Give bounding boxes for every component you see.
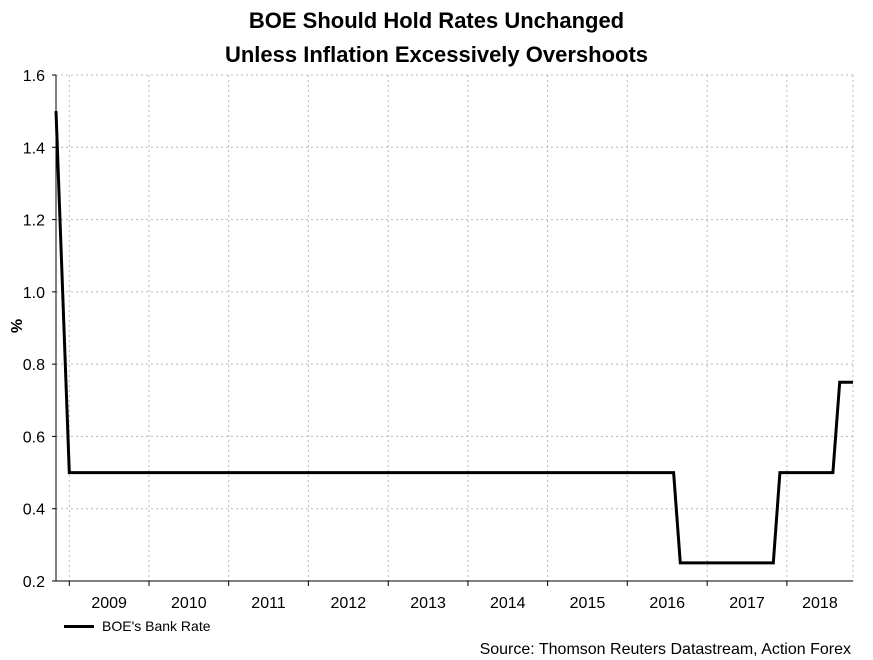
y-tick-label: 0.8 <box>23 357 45 374</box>
y-tick-label: 1.6 <box>23 68 45 85</box>
y-tick-label: 1.2 <box>23 213 45 230</box>
chart-title-line-2: Unless Inflation Excessively Overshoots <box>224 42 649 67</box>
x-tick-label: 2017 <box>729 595 765 612</box>
series-layer <box>54 111 853 565</box>
x-tick-label: 2010 <box>171 595 207 612</box>
gridlines <box>56 74 854 581</box>
chart-title: BOE Should Hold Rates Unchanged Unless I… <box>0 4 873 72</box>
x-tick-label: 2018 <box>802 595 838 612</box>
x-tick-label: 2012 <box>331 595 367 612</box>
series-line-boe-bank-rate <box>54 111 853 565</box>
y-tick-label: 0.4 <box>23 502 45 519</box>
axes <box>52 74 853 586</box>
x-tick-label: 2016 <box>649 595 685 612</box>
chart-title-line-1: BOE Should Hold Rates Unchanged <box>248 8 625 33</box>
legend-label: BOE's Bank Rate <box>102 618 211 634</box>
x-tick-label: 2015 <box>570 595 606 612</box>
source-note: Source: Thomson Reuters Datastream, Acti… <box>479 641 851 658</box>
y-axis-label: % <box>7 319 24 333</box>
x-tick-label: 2009 <box>91 595 127 612</box>
x-tick-label: 2014 <box>490 595 526 612</box>
y-tick-labels: 0.2 0.4 0.6 0.8 1.0 1.2 1.4 1.6 <box>23 68 45 591</box>
x-tick-label: 2013 <box>410 595 446 612</box>
y-tick-label: 0.6 <box>23 429 45 446</box>
x-tick-labels: 2009 2010 2011 2012 2013 2014 2015 2016 2017 2018 <box>91 595 837 612</box>
legend: BOE's Bank Rate <box>64 618 211 634</box>
legend-line-swatch <box>64 624 94 628</box>
y-tick-label: 1.4 <box>23 140 45 157</box>
x-tick-label: 2011 <box>251 595 286 612</box>
y-tick-label: 1.0 <box>23 285 45 302</box>
y-tick-label: 0.2 <box>23 574 45 591</box>
